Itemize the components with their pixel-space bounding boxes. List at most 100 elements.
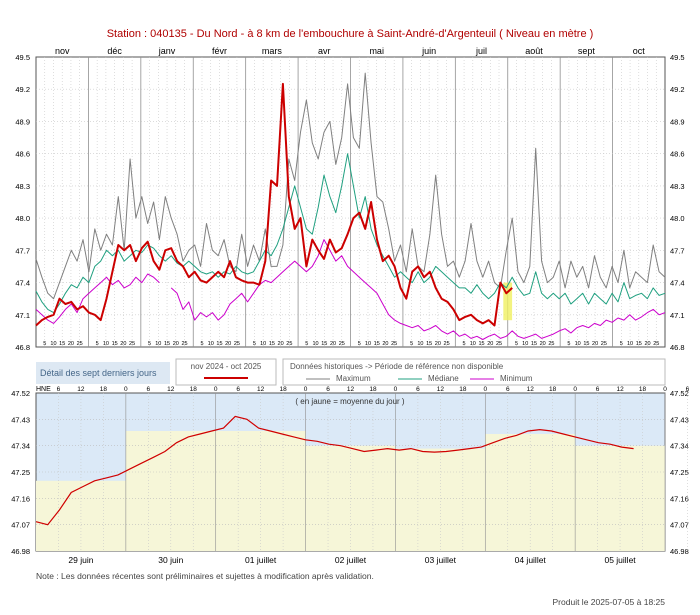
- detail-hour-label: 6: [686, 386, 690, 393]
- day-tick-label: 10: [470, 341, 476, 347]
- day-tick-label: 20: [68, 341, 74, 347]
- detail-hour-label: 18: [549, 386, 557, 393]
- legend-maximum-label: Maximum: [336, 374, 371, 383]
- day-tick-label: 10: [50, 341, 56, 347]
- day-tick-label: 10: [155, 341, 161, 347]
- detail-hour-label: 12: [527, 386, 535, 393]
- legend-median-label: Médiane: [428, 374, 459, 383]
- detail-hour-label: 6: [596, 386, 600, 393]
- detail-y-tick-left: 47.52: [11, 389, 30, 398]
- period-legend-box: [175, 358, 277, 386]
- detail-day-label: 01 juillet: [245, 555, 277, 565]
- day-tick-label: 25: [77, 341, 83, 347]
- y-tick-label-left: 48.9: [15, 117, 30, 126]
- month-label: févr: [212, 46, 227, 56]
- y-tick-label-left: 47.1: [15, 311, 30, 320]
- detail-hour-label: 18: [459, 386, 467, 393]
- day-tick-label: 15: [636, 341, 642, 347]
- daily-mean-bar: [125, 431, 216, 551]
- detail-hour-label: 18: [190, 386, 198, 393]
- detail-y-tick-right: 47.16: [670, 494, 689, 503]
- month-label: déc: [107, 46, 122, 56]
- detail-hour-label: 0: [394, 386, 398, 393]
- detail-hour-label: 12: [616, 386, 624, 393]
- detail-hour-label: 6: [506, 386, 510, 393]
- day-tick-label: 5: [305, 341, 308, 347]
- y-tick-label-left: 49.2: [15, 85, 30, 94]
- day-tick-label: 10: [208, 341, 214, 347]
- day-tick-label: 5: [148, 341, 151, 347]
- y-tick-label-right: 48.3: [670, 182, 685, 191]
- day-tick-label: 25: [653, 341, 659, 347]
- month-label: juil: [475, 46, 487, 56]
- detail-hour-label: 6: [57, 386, 61, 393]
- day-tick-label: 5: [43, 341, 46, 347]
- month-label: juin: [421, 46, 436, 56]
- day-tick-label: 15: [426, 341, 432, 347]
- y-tick-label-right: 49.2: [670, 85, 685, 94]
- daily-mean-bar: [215, 431, 306, 551]
- day-tick-label: 25: [129, 341, 135, 347]
- day-tick-label: 5: [200, 341, 203, 347]
- y-tick-label-left: 47.4: [15, 279, 30, 288]
- daily-mean-bar: [395, 448, 486, 551]
- detail-label: Détail des sept derniers jours: [40, 368, 157, 378]
- detail-y-tick-right: 47.07: [670, 521, 689, 530]
- day-tick-label: 15: [269, 341, 275, 347]
- historical-legend-box: [282, 358, 666, 386]
- detail-y-tick-left: 47.07: [11, 521, 30, 530]
- y-tick-label-right: 47.4: [670, 279, 685, 288]
- chart-title: Station : 040135 - Du Nord - à 8 km de l…: [107, 28, 594, 40]
- day-tick-label: 10: [312, 341, 318, 347]
- day-tick-label: 10: [260, 341, 266, 347]
- y-tick-label-left: 49.5: [15, 53, 30, 62]
- detail-y-tick-left: 47.43: [11, 415, 30, 424]
- day-tick-label: 10: [522, 341, 528, 347]
- day-tick-label: 5: [96, 341, 99, 347]
- detail-hour-label: 6: [147, 386, 151, 393]
- detail-day-label: 30 juin: [158, 555, 183, 565]
- day-tick-label: 5: [567, 341, 570, 347]
- day-tick-label: 15: [321, 341, 327, 347]
- detail-label-panel: [36, 362, 170, 384]
- yellow-note: ( en jaune = moyenne du jour ): [295, 397, 405, 406]
- y-tick-label-right: 48.9: [670, 117, 685, 126]
- series-maximum-line: [35, 72, 666, 300]
- detail-hour-label: 6: [236, 386, 240, 393]
- day-tick-label: 20: [592, 341, 598, 347]
- y-tick-label-left: 47.7: [15, 246, 30, 255]
- detail-y-tick-right: 46.98: [670, 547, 689, 556]
- detail-day-label: 03 juillet: [425, 555, 457, 565]
- month-label: mai: [369, 46, 384, 56]
- month-label: nov: [55, 46, 70, 56]
- day-tick-label: 20: [173, 341, 179, 347]
- day-tick-label: 20: [330, 341, 336, 347]
- recent-week-highlight: [503, 282, 513, 321]
- detail-hour-label: 6: [416, 386, 420, 393]
- y-tick-label-right: 46.8: [670, 343, 685, 352]
- y-tick-label-left: 48.3: [15, 182, 30, 191]
- day-tick-label: 15: [59, 341, 65, 347]
- day-tick-label: 15: [374, 341, 380, 347]
- day-tick-label: 20: [225, 341, 231, 347]
- day-tick-label: 5: [463, 341, 466, 347]
- detail-hour-label: 0: [483, 386, 487, 393]
- detail-hour-label: 18: [369, 386, 377, 393]
- month-label: août: [525, 46, 543, 56]
- detail-day-label: 04 juillet: [515, 555, 547, 565]
- day-tick-label: 5: [253, 341, 256, 347]
- day-tick-label: 25: [548, 341, 554, 347]
- y-tick-label-left: 48.0: [15, 214, 30, 223]
- day-tick-label: 20: [435, 341, 441, 347]
- day-tick-label: 5: [358, 341, 361, 347]
- day-tick-label: 25: [286, 341, 292, 347]
- day-tick-label: 15: [164, 341, 170, 347]
- detail-hour-label: 12: [167, 386, 175, 393]
- y-tick-label-right: 48.0: [670, 214, 685, 223]
- day-tick-label: 10: [627, 341, 633, 347]
- detail-day-label: 02 juillet: [335, 555, 367, 565]
- series-current-line: [35, 82, 513, 327]
- series-minimum-line: [35, 239, 666, 340]
- day-tick-label: 25: [391, 341, 397, 347]
